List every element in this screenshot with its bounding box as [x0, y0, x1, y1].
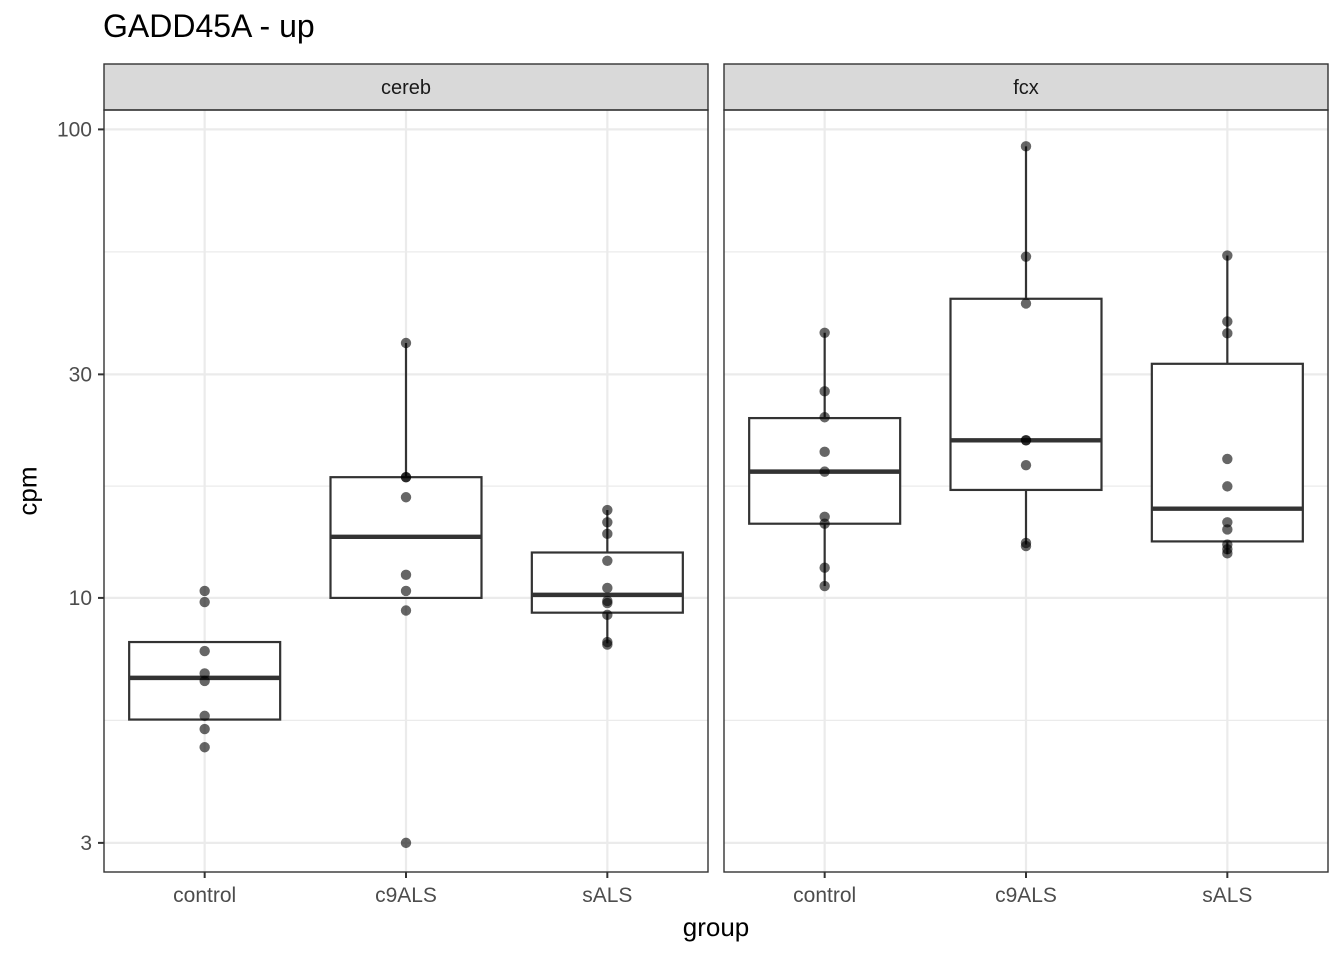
y-tick-label: 10: [69, 587, 92, 610]
data-point-fcx-sals: [1222, 316, 1233, 327]
data-point-cereb-control: [199, 675, 210, 687]
data-point-cereb-sals: [602, 504, 613, 516]
data-point-cereb-c9als: [400, 585, 412, 597]
data-point-cereb-c9als: [400, 492, 412, 503]
data-point-cereb-c9als: [400, 471, 412, 483]
data-point-fcx-sals: [1222, 250, 1233, 261]
data-point-cereb-control: [199, 645, 210, 657]
x-tick-label-control: control: [173, 884, 236, 907]
data-point-fcx-sals: [1222, 481, 1233, 492]
facet-strip-fcx: [723, 63, 1329, 111]
data-point-fcx-control: [819, 562, 830, 573]
data-point-fcx-control: [819, 518, 830, 529]
data-point-cereb-c9als: [400, 605, 412, 616]
data-point-cereb-control: [199, 596, 210, 608]
data-point-cereb-sals: [602, 609, 613, 621]
data-point-cereb-sals: [602, 597, 613, 609]
data-point-fcx-sals: [1222, 524, 1233, 535]
x-tick-label-c9als: c9ALS: [375, 884, 437, 907]
x-tick-label-sals: sALS: [582, 884, 632, 907]
data-point-fcx-control: [819, 386, 830, 397]
data-point-fcx-sals: [1222, 453, 1233, 465]
data-point-cereb-c9als: [400, 837, 412, 849]
data-point-fcx-control: [819, 446, 830, 458]
data-point-cereb-control: [199, 585, 210, 597]
box-fcx-sals: [1150, 362, 1304, 543]
data-point-cereb-sals: [602, 582, 613, 594]
data-point-cereb-c9als: [400, 569, 412, 581]
y-tick-label: 100: [57, 118, 92, 141]
chart-title: GADD45A - up: [103, 8, 315, 44]
facet-label-cereb: cereb: [381, 77, 431, 99]
data-point-cereb-sals: [602, 639, 613, 650]
data-point-fcx-c9als: [1020, 435, 1032, 446]
x-tick-label-c9als: c9ALS: [995, 884, 1057, 907]
x-axis-title: group: [682, 912, 750, 942]
data-point-cereb-sals: [602, 528, 613, 540]
data-point-cereb-sals: [602, 555, 613, 567]
data-point-cereb-sals: [602, 517, 613, 528]
data-point-fcx-control: [819, 412, 830, 423]
data-point-cereb-control: [199, 668, 210, 679]
data-point-fcx-control: [819, 580, 830, 592]
data-point-fcx-c9als: [1020, 141, 1032, 152]
data-point-fcx-sals: [1222, 517, 1233, 528]
box-fcx-c9als: [949, 297, 1103, 492]
y-tick-label: 30: [69, 363, 92, 386]
data-point-fcx-c9als: [1020, 298, 1032, 309]
facet-label-fcx: fcx: [1013, 77, 1039, 99]
x-tick-label-sals: sALS: [1202, 884, 1252, 907]
data-point-cereb-control: [199, 710, 210, 722]
x-tick-label-control: control: [793, 884, 856, 907]
data-point-fcx-c9als: [1020, 540, 1032, 552]
data-point-fcx-sals: [1222, 548, 1233, 559]
data-point-fcx-control: [819, 466, 830, 477]
data-point-fcx-sals: [1222, 328, 1233, 339]
data-point-cereb-control: [199, 723, 210, 735]
data-point-fcx-c9als: [1020, 251, 1032, 262]
y-axis-title: cpm: [12, 466, 43, 516]
data-point-fcx-control: [819, 327, 830, 338]
data-point-fcx-c9als: [1020, 459, 1032, 471]
data-point-cereb-c9als: [400, 337, 412, 349]
data-point-cereb-control: [199, 742, 210, 753]
y-tick-label: 3: [80, 832, 92, 855]
